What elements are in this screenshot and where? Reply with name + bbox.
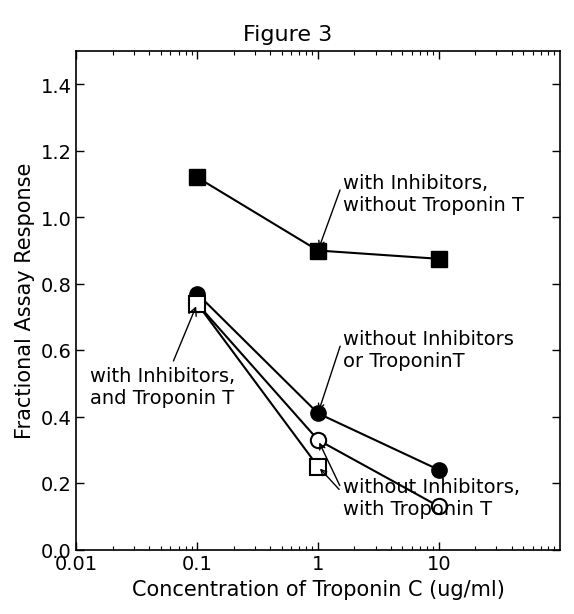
Text: with Inhibitors,
without Troponin T: with Inhibitors, without Troponin T: [342, 174, 523, 215]
X-axis label: Concentration of Troponin C (ug/ml): Concentration of Troponin C (ug/ml): [131, 579, 504, 599]
Text: with Inhibitors,
and Troponin T: with Inhibitors, and Troponin T: [90, 308, 235, 408]
Y-axis label: Fractional Assay Response: Fractional Assay Response: [15, 163, 35, 439]
Text: Figure 3: Figure 3: [242, 25, 332, 45]
Text: without Inhibitors,
with Troponin T: without Inhibitors, with Troponin T: [342, 478, 519, 519]
Text: without Inhibitors
or TroponinT: without Inhibitors or TroponinT: [342, 330, 513, 371]
